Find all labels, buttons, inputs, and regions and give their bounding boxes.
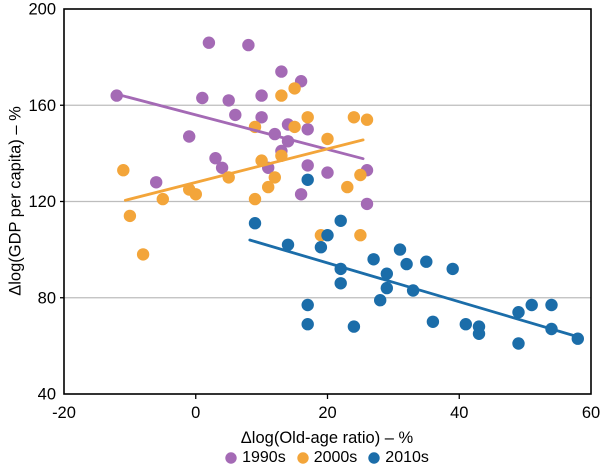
point-2000s bbox=[123, 209, 137, 223]
legend-label-2000s: 2000s bbox=[313, 449, 358, 466]
point-2010s bbox=[380, 267, 393, 280]
point-1990s bbox=[229, 108, 242, 122]
point-2010s bbox=[400, 257, 413, 271]
point-1990s bbox=[215, 161, 229, 174]
point-2000s bbox=[347, 111, 361, 124]
point-1990s bbox=[301, 159, 314, 172]
point-2000s bbox=[189, 188, 202, 201]
point-2010s bbox=[248, 217, 262, 230]
point-2010s bbox=[420, 255, 433, 268]
point-1990s bbox=[202, 36, 216, 49]
point-2010s bbox=[525, 298, 538, 312]
point-2010s bbox=[512, 337, 525, 350]
point-2000s bbox=[354, 168, 367, 182]
y-tick-label: 80 bbox=[38, 289, 56, 307]
x-tick-label: 40 bbox=[450, 404, 468, 422]
point-2000s bbox=[156, 192, 169, 206]
legend-item-2010s: 2010s bbox=[368, 449, 429, 467]
point-1990s bbox=[150, 176, 163, 189]
point-2010s bbox=[472, 327, 486, 340]
legend-dot-2000s-icon bbox=[297, 452, 309, 464]
legend-item-1990s: 1990s bbox=[225, 449, 286, 467]
y-tick-label: 40 bbox=[38, 386, 56, 404]
point-2010s bbox=[393, 243, 407, 256]
x-tick-label: -20 bbox=[52, 404, 76, 422]
legend-label-1990s: 1990s bbox=[242, 449, 286, 466]
point-1990s bbox=[255, 111, 268, 124]
point-2010s bbox=[281, 238, 295, 251]
point-2010s bbox=[426, 315, 440, 328]
y-tick-label: 160 bbox=[28, 97, 56, 115]
point-1990s bbox=[110, 89, 123, 102]
legend: 1990s 2000s 2010s bbox=[0, 448, 604, 468]
plot-frame bbox=[63, 8, 592, 395]
y-tick-label: 200 bbox=[28, 1, 56, 19]
point-2010s bbox=[334, 214, 347, 227]
point-1990s bbox=[294, 188, 308, 201]
point-2000s bbox=[321, 132, 334, 146]
x-axis-title: Δlog(Old-age ratio) – % bbox=[240, 429, 414, 447]
point-2000s bbox=[360, 113, 374, 126]
point-2010s bbox=[301, 318, 314, 331]
x-tick-label: 20 bbox=[318, 404, 336, 422]
point-1990s bbox=[209, 152, 222, 165]
x-tick-label: 60 bbox=[582, 404, 600, 422]
point-2000s bbox=[288, 120, 301, 134]
point-1990s bbox=[255, 89, 268, 102]
trendline-2000s bbox=[123, 138, 365, 202]
trendline-2010s bbox=[248, 238, 577, 338]
point-1990s bbox=[321, 166, 334, 179]
point-2010s bbox=[314, 241, 328, 254]
legend-label-2010s: 2010s bbox=[385, 449, 429, 466]
point-1990s bbox=[196, 91, 209, 105]
y-tick-label: 120 bbox=[28, 193, 56, 211]
point-2000s bbox=[288, 82, 301, 95]
point-1990s bbox=[183, 130, 196, 143]
point-1990s bbox=[301, 123, 314, 136]
y-axis-title: Δlog(GDP per capita) – % bbox=[6, 106, 25, 296]
point-2000s bbox=[354, 229, 367, 242]
point-2000s bbox=[301, 111, 314, 124]
point-2010s bbox=[512, 306, 525, 319]
point-2000s bbox=[117, 164, 130, 177]
trendline-1990s bbox=[117, 93, 365, 161]
point-2010s bbox=[301, 298, 314, 312]
point-1990s bbox=[242, 38, 255, 52]
point-1990s bbox=[275, 65, 288, 78]
point-2000s bbox=[268, 171, 281, 184]
legend-item-2000s: 2000s bbox=[297, 449, 358, 467]
point-1990s bbox=[222, 94, 235, 107]
point-2010s bbox=[446, 262, 459, 276]
point-2000s bbox=[341, 180, 354, 194]
legend-dot-2010s-icon bbox=[368, 452, 380, 464]
point-2000s bbox=[136, 248, 150, 261]
point-2010s bbox=[321, 229, 334, 242]
point-2010s bbox=[334, 277, 347, 290]
point-2000s bbox=[262, 180, 275, 194]
point-2010s bbox=[545, 298, 558, 312]
point-2010s bbox=[301, 173, 314, 186]
point-2010s bbox=[374, 294, 387, 307]
point-2010s bbox=[347, 320, 361, 333]
point-1990s bbox=[360, 197, 374, 211]
point-2000s bbox=[275, 89, 288, 102]
point-2010s bbox=[367, 253, 380, 266]
point-2010s bbox=[380, 281, 393, 295]
x-tick-label: 0 bbox=[191, 404, 200, 422]
legend-dot-1990s-icon bbox=[225, 452, 237, 464]
point-2000s bbox=[248, 192, 262, 206]
point-2010s bbox=[459, 318, 472, 331]
